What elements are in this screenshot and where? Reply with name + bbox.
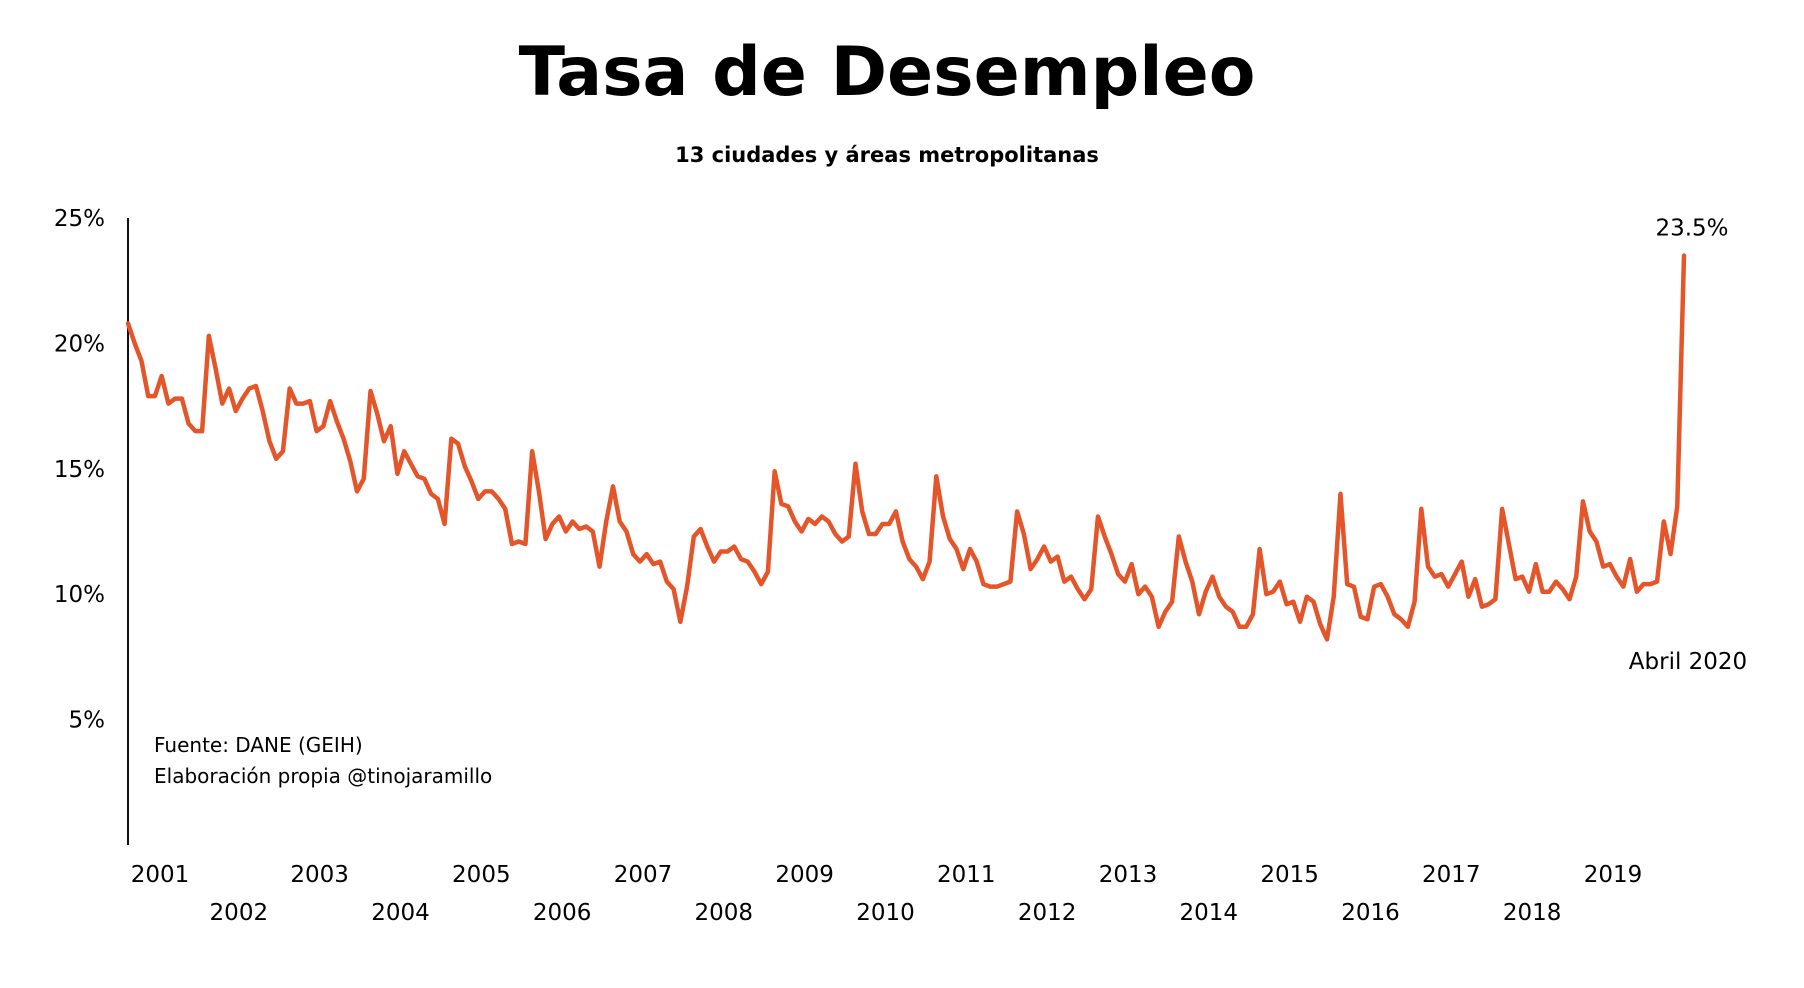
credit-line: Elaboración propia @tinojaramillo	[154, 764, 492, 788]
y-tick-label: 25%	[54, 206, 105, 232]
annotation-peak-date: Abril 2020	[1629, 649, 1747, 675]
x-tick-label: 2009	[775, 862, 834, 888]
x-tick-label: 2018	[1503, 900, 1562, 926]
annotation-peak-value: 23.5%	[1655, 216, 1728, 242]
x-tick-label: 2007	[614, 862, 673, 888]
x-tick-label: 2010	[856, 900, 915, 926]
y-tick-label: 20%	[54, 331, 105, 357]
y-tick-label: 10%	[54, 582, 105, 608]
chart-subtitle: 13 ciudades y áreas metropolitanas	[675, 143, 1099, 167]
x-tick-label: 2005	[452, 862, 511, 888]
x-tick-label: 2012	[1018, 900, 1077, 926]
x-tick-label: 2015	[1260, 862, 1319, 888]
y-tick-label: 5%	[69, 708, 106, 734]
x-tick-label: 2006	[533, 900, 592, 926]
chart-title: Tasa de Desempleo	[519, 33, 1256, 112]
x-tick-labels: 2001 2002 2003 2004 2005 2006 2007 2008 2009 2010…	[131, 862, 1643, 926]
x-tick-label: 2011	[937, 862, 996, 888]
x-tick-label: 2002	[210, 900, 269, 926]
x-tick-label: 2019	[1584, 862, 1643, 888]
x-tick-label: 2001	[131, 862, 190, 888]
x-tick-label: 2003	[290, 862, 349, 888]
x-tick-label: 2014	[1180, 900, 1239, 926]
source-line: Fuente: DANE (GEIH)	[154, 733, 363, 757]
x-tick-label: 2017	[1422, 862, 1481, 888]
x-tick-label: 2004	[371, 900, 430, 926]
series-line	[125, 253, 1687, 642]
y-tick-label: 15%	[54, 457, 105, 483]
x-tick-label: 2013	[1099, 862, 1158, 888]
y-tick-labels: 25% 20% 15% 10% 5%	[54, 206, 105, 734]
x-tick-label: 2016	[1341, 900, 1400, 926]
x-tick-label: 2008	[695, 900, 754, 926]
